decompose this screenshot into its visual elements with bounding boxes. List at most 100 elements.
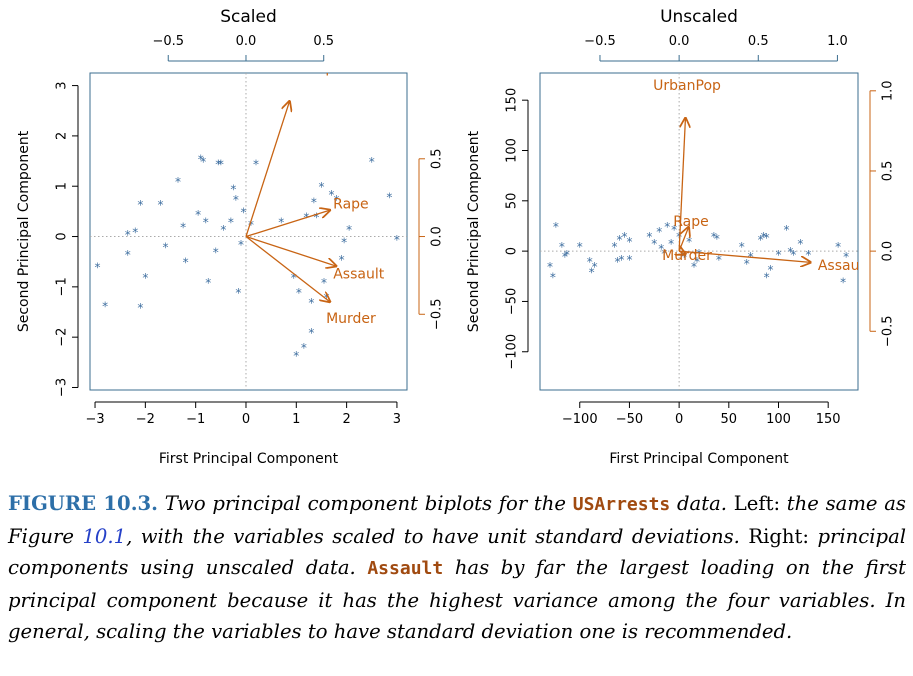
data-point-scaled: *	[321, 276, 327, 290]
data-point-scaled: *	[162, 241, 168, 255]
data-point-unscaled: *	[744, 257, 750, 271]
data-point-scaled: *	[308, 296, 314, 310]
data-point-unscaled: *	[790, 248, 796, 262]
y-tick-label-scaled: 1	[55, 182, 70, 190]
data-point-scaled: *	[293, 349, 299, 363]
top-tick-label-scaled: 0.0	[236, 34, 257, 49]
data-point-scaled: *	[157, 198, 163, 212]
data-point-scaled: *	[253, 158, 259, 172]
right-tick-label-scaled: 0.0	[430, 226, 445, 247]
data-point-scaled: *	[346, 223, 352, 237]
panel-scaled: Scaled −3 −2 −1 0 1 2 3 First Principal Componen…	[16, 7, 445, 467]
data-point-unscaled: *	[681, 250, 687, 264]
data-point-unscaled: *	[668, 237, 674, 251]
right-tick-label-unscaled: 1.0	[881, 80, 896, 101]
data-point-unscaled: *	[691, 260, 697, 274]
top-tick-label-unscaled: 0.0	[669, 34, 690, 49]
data-point-scaled: *	[195, 208, 201, 222]
loading-arrow-assault-scaled	[245, 235, 336, 267]
data-point-unscaled: *	[618, 253, 624, 267]
data-point-unscaled: *	[805, 248, 811, 262]
data-point-scaled: *	[238, 238, 244, 252]
y-tick-label-unscaled: 0	[505, 247, 520, 255]
loading-arrow-assault-unscaled	[679, 250, 810, 262]
x-tick-label-scaled: −2	[136, 412, 155, 427]
data-point-scaled: *	[369, 155, 375, 169]
loading-label-murder-unscaled: Murder	[662, 248, 712, 264]
x-tick-label-scaled: 0	[242, 412, 250, 427]
data-point-unscaled: *	[656, 225, 662, 239]
data-point-unscaled: *	[716, 253, 722, 267]
y-tick-label-unscaled: −50	[505, 288, 520, 315]
loading-label-assault-unscaled: Assault	[818, 258, 870, 274]
loadings-group-unscaled: UrbanPop Rape Assault Murder	[653, 78, 870, 274]
data-point-unscaled: *	[776, 248, 782, 262]
chart-title-unscaled: Unscaled	[660, 7, 738, 27]
data-point-unscaled: *	[547, 260, 553, 274]
data-point-scaled: *	[132, 226, 138, 240]
data-point-unscaled: *	[626, 253, 632, 267]
loading-arrow-murder-unscaled	[679, 251, 685, 254]
data-point-unscaled: *	[840, 275, 846, 289]
x-tick-label-unscaled: 100	[766, 412, 791, 427]
data-point-unscaled: *	[589, 265, 595, 279]
loading-arrow-urbanpop-scaled	[245, 101, 290, 237]
caption-text-2: data.	[677, 492, 728, 515]
loading-label-murder-scaled: Murder	[326, 311, 376, 327]
right-tick-label-scaled: −0.5	[430, 298, 445, 330]
data-point-scaled: *	[203, 215, 209, 229]
data-point-unscaled: *	[664, 220, 670, 234]
data-point-unscaled: *	[764, 270, 770, 284]
loading-label-urbanpop-unscaled: UrbanPop	[653, 78, 721, 94]
data-point-scaled: *	[329, 188, 335, 202]
data-point-unscaled: *	[658, 242, 664, 256]
data-point-unscaled: *	[696, 247, 702, 261]
loadings-group-scaled: UrbanPop Rape Assault Murder	[245, 73, 385, 327]
y-tick-label-scaled: −2	[55, 328, 70, 347]
data-point-scaled: *	[198, 153, 204, 167]
data-point-unscaled: *	[676, 230, 682, 244]
data-point-unscaled: *	[621, 230, 627, 244]
data-point-unscaled: *	[564, 248, 570, 262]
data-point-unscaled: *	[671, 223, 677, 237]
y-axis-title-scaled: Second Principal Component	[16, 130, 32, 332]
caption-figure-ref[interactable]: 10.1	[82, 524, 127, 548]
data-point-scaled: *	[386, 190, 392, 204]
x-tick-label-scaled: 3	[393, 412, 401, 427]
caption-text-1: Two principal component biplots for the	[164, 492, 567, 515]
right-tick-label-unscaled: −0.5	[881, 315, 896, 347]
data-point-unscaled: *	[787, 245, 793, 259]
top-tick-label-unscaled: 1.0	[827, 34, 848, 49]
data-point-unscaled: *	[797, 237, 803, 251]
x-tick-label-unscaled: 0	[675, 412, 683, 427]
y-tick-label-scaled: 2	[55, 132, 70, 140]
data-point-unscaled: *	[615, 255, 621, 269]
data-point-scaled: *	[334, 193, 340, 207]
caption-left-word: Left:	[733, 492, 781, 515]
caption-text-4: , with the variables scaled to have unit…	[126, 524, 740, 548]
data-point-scaled: *	[200, 155, 206, 169]
data-point-scaled: *	[296, 286, 302, 300]
data-point-scaled: *	[308, 326, 314, 340]
top-tick-label-unscaled: 0.5	[748, 34, 769, 49]
data-point-unscaled: *	[651, 237, 657, 251]
data-point-unscaled: *	[758, 233, 764, 247]
x-tick-label-scaled: 2	[342, 412, 350, 427]
data-point-scaled: *	[175, 175, 181, 189]
data-point-unscaled: *	[612, 240, 618, 254]
data-point-unscaled: *	[617, 233, 623, 247]
x-tick-label-unscaled: −100	[562, 412, 598, 427]
data-point-scaled: *	[125, 228, 131, 242]
loading-label-assault-scaled: Assault	[333, 266, 385, 282]
x-tick-label-unscaled: −50	[616, 412, 643, 427]
data-point-unscaled: *	[761, 230, 767, 244]
data-point-unscaled: *	[550, 270, 556, 284]
data-point-unscaled: *	[714, 232, 720, 246]
figure-caption: FIGURE 10.3. Two principal component bip…	[8, 488, 906, 648]
data-point-scaled: *	[278, 215, 284, 229]
data-point-unscaled: *	[783, 223, 789, 237]
data-point-scaled: *	[233, 193, 239, 207]
data-point-unscaled: *	[835, 240, 841, 254]
data-point-unscaled: *	[711, 230, 717, 244]
data-point-scaled: *	[215, 158, 221, 172]
